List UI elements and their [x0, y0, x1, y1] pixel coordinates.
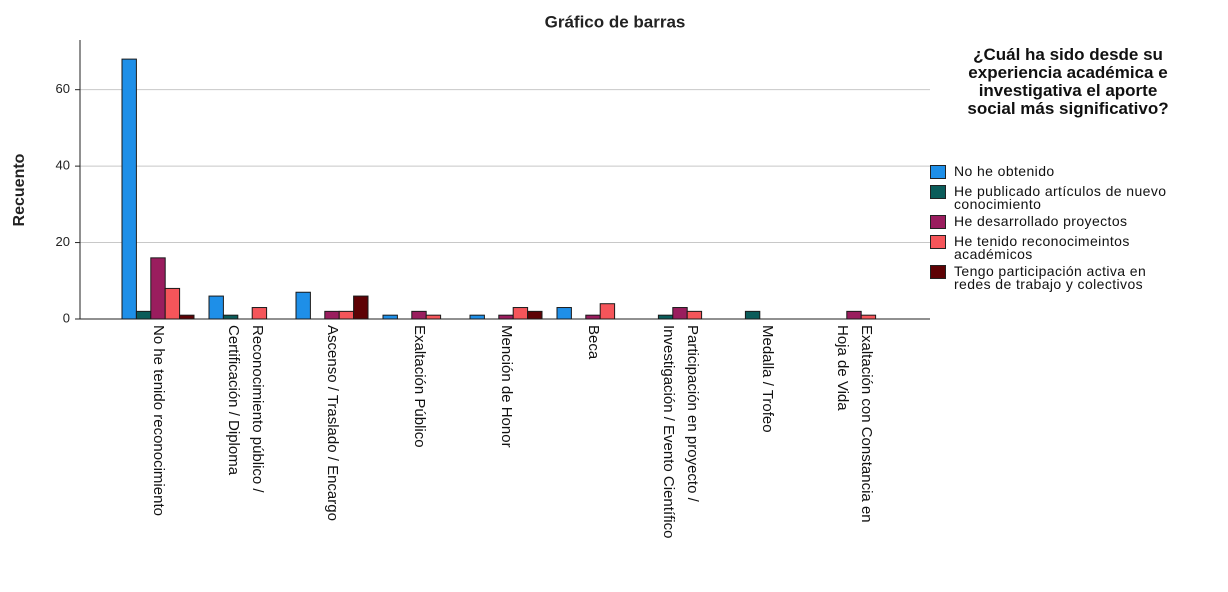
bar	[860, 314, 877, 320]
bar	[469, 314, 485, 320]
bar	[599, 303, 616, 320]
x-tick-label: Reconocimiento público / Certificación /…	[225, 325, 266, 493]
legend-label: No he obtenido	[954, 163, 1055, 179]
bar	[744, 310, 761, 320]
y-tick-label: 40	[56, 158, 70, 173]
bar	[179, 314, 195, 320]
y-tick-label: 60	[56, 81, 70, 96]
bar	[353, 295, 369, 320]
legend-item: He publicado artículos de nuevo conocimi…	[930, 183, 1167, 212]
bar	[512, 307, 529, 320]
bar	[251, 307, 268, 320]
y-tick-label: 0	[63, 310, 70, 325]
legend-item: Tengo participación activa en redes de t…	[930, 263, 1147, 292]
legend-swatch	[930, 215, 946, 229]
legend-label: He desarrollado proyectos	[954, 213, 1128, 229]
y-axis-label: Recuento	[11, 153, 28, 226]
bar	[295, 291, 311, 320]
x-tick-label: Ascenso / Traslado / Encargo	[324, 325, 341, 521]
bar	[164, 287, 181, 320]
legend-label: Tengo participación activa en redes de t…	[954, 263, 1147, 292]
legend-swatch	[930, 235, 946, 249]
bar	[135, 310, 152, 320]
bar	[686, 310, 703, 320]
legend-swatch	[930, 185, 946, 199]
bar	[657, 314, 674, 320]
x-tick-label: Exaltación con Constancia en Hoja de Vid…	[834, 325, 875, 523]
legend-label: He tenido reconocimeintos académicos	[954, 233, 1130, 262]
bar	[208, 295, 224, 320]
bar	[846, 310, 862, 320]
bar	[121, 58, 137, 320]
legend-item: He desarrollado proyectos	[930, 213, 1128, 229]
legend-label: He publicado artículos de nuevo conocimi…	[954, 183, 1167, 212]
legend-title: ¿Cuál ha sido desde su experiencia acadé…	[967, 45, 1169, 118]
bar	[150, 257, 166, 320]
bar	[556, 307, 572, 320]
bar	[498, 314, 514, 320]
legend-swatch	[930, 165, 946, 179]
bar	[585, 314, 601, 320]
x-tick-label: Exaltación Público	[411, 325, 428, 448]
x-tick-label: Medalla / Trofeo	[759, 325, 776, 433]
y-tick-label: 20	[56, 234, 70, 249]
legend-item: He tenido reconocimeintos académicos	[930, 233, 1130, 262]
bar	[672, 307, 688, 320]
x-tick-label: No he tenido reconocimiento	[150, 325, 167, 516]
x-tick-label: Participación en proyecto / Investigació…	[660, 325, 701, 539]
bar	[425, 314, 442, 320]
x-tick-label: Mención de Honor	[498, 325, 515, 448]
bar	[338, 310, 355, 320]
legend-swatch	[930, 265, 946, 279]
chart-title: Gráfico de barras	[545, 12, 686, 31]
bar	[222, 314, 239, 320]
legend-item: No he obtenido	[930, 163, 1055, 179]
bar	[411, 310, 427, 320]
bar	[382, 314, 398, 320]
x-tick-label: Beca	[585, 325, 602, 360]
bar	[324, 310, 340, 320]
bar	[527, 310, 543, 320]
